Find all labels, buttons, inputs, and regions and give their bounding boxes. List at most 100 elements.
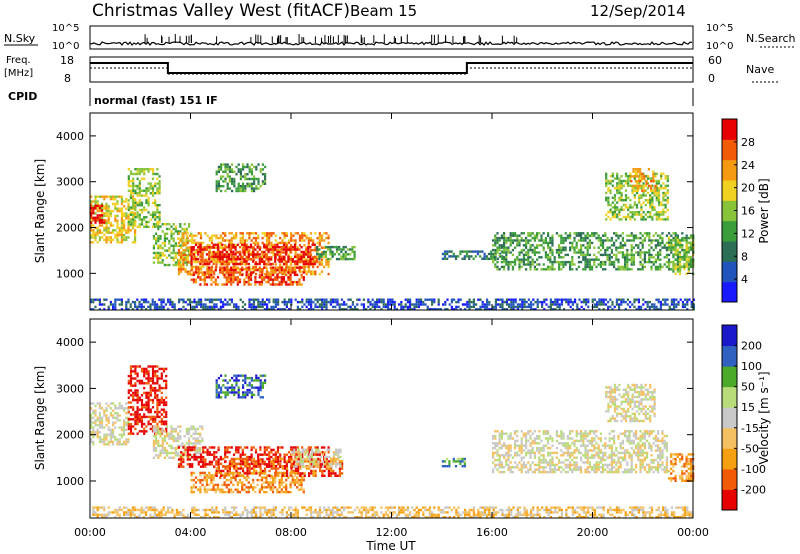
colorbar-swatch	[722, 366, 737, 388]
region-1	[90, 204, 106, 224]
colorbar-swatch	[722, 200, 737, 222]
colorbar-swatch	[722, 220, 737, 242]
power-y-axis: 4000 3000 2000 1000	[56, 130, 693, 280]
freq-tick-high: 18	[60, 54, 74, 67]
cpid-label: CPID	[8, 90, 37, 103]
freq-unit: [MHz]	[4, 68, 33, 79]
nsky-tick-high: 10^5	[52, 23, 79, 34]
region-6	[190, 266, 305, 286]
xtick-label: 00:00	[74, 526, 106, 539]
colorbar-tick-label: -100	[741, 463, 766, 476]
nsearch-label: N.Search	[746, 32, 796, 45]
beam-label: Beam 15	[350, 2, 417, 20]
region-6	[291, 448, 342, 468]
region-8	[441, 457, 466, 468]
nave-label: Nave	[746, 63, 774, 76]
power-panel-frame	[89, 112, 694, 311]
region-5	[190, 243, 319, 266]
colorbar-swatch	[722, 345, 737, 367]
nsky-label: N.Sky	[4, 32, 36, 45]
region-1	[127, 365, 168, 435]
colorbar-swatch	[722, 261, 737, 283]
nave-trace	[90, 67, 693, 75]
station-title: Christmas Valley West (fitACF)	[92, 1, 350, 21]
region-9	[492, 430, 668, 474]
region-11	[667, 453, 695, 482]
velocity-colorbar: 200 100 50 15 -15 -50 -100 -200	[721, 324, 766, 511]
colorbar-swatch	[722, 325, 737, 347]
region-14	[90, 298, 695, 311]
colorbar-tick-label: -200	[741, 483, 766, 496]
region-7	[215, 163, 267, 193]
region-10	[492, 232, 695, 271]
colorbar-swatch	[722, 139, 737, 161]
region-0	[90, 402, 130, 446]
nsky-tick-low: 10^0	[52, 41, 79, 52]
region-7	[215, 374, 267, 399]
colorbar-tick-label: 15	[741, 401, 755, 414]
xtick-label: 04:00	[175, 526, 207, 539]
colorbar-tick-label: 4	[741, 273, 748, 286]
colorbar-tick-label: 16	[741, 205, 755, 218]
colorbar-tick-label: 28	[741, 136, 755, 149]
colorbar-swatch	[722, 159, 737, 181]
region-12	[630, 168, 657, 192]
nave-tick-low: 0	[708, 72, 715, 85]
ytick-label: 4000	[56, 336, 84, 349]
colorbar-tick-label: -50	[741, 442, 759, 455]
region-2	[152, 425, 204, 459]
colorbar-tick-label: 24	[741, 159, 755, 172]
velocity-heatmap	[90, 365, 695, 519]
ytick-label: 3000	[56, 382, 84, 395]
ytick-label: 4000	[56, 130, 84, 143]
freq-panel-frame	[89, 56, 694, 83]
nsky-panel-frame	[89, 25, 694, 50]
colorbar-swatch	[722, 241, 737, 262]
freq-label: Freq.	[6, 55, 31, 66]
power-heatmap	[90, 163, 695, 311]
ytick-label: 2000	[56, 429, 84, 442]
xtick-label: 12:00	[376, 526, 408, 539]
ytick-label: 1000	[56, 267, 84, 280]
nsearch-tick-low: 10^0	[706, 41, 733, 52]
colorbar-swatch	[722, 119, 737, 140]
xtick-label: 16:00	[476, 526, 508, 539]
region-12	[92, 506, 693, 519]
region-8	[316, 245, 356, 261]
nsearch-tick-high: 10^5	[706, 23, 733, 34]
region-10	[605, 383, 656, 423]
time-x-axis: 00:00 04:00 08:00 12:00 16:00 20:00 00:00	[74, 113, 709, 539]
colorbar-tick-label: 50	[741, 381, 755, 394]
colorbar-swatch	[722, 448, 737, 470]
colorbar-swatch	[722, 281, 737, 303]
ytick-label: 2000	[56, 222, 84, 235]
nave-tick-high: 60	[708, 54, 722, 67]
date-label: 12/Sep/2014	[590, 2, 686, 20]
colorbar-swatch	[722, 407, 737, 429]
ytick-label: 3000	[56, 176, 84, 189]
colorbar-tick-label: -15	[741, 422, 759, 435]
region-11	[605, 172, 669, 221]
xtick-label: 20:00	[577, 526, 609, 539]
colorbar-swatch	[722, 427, 737, 449]
velocity-colorbar-label: Velocity [m s⁻¹]	[757, 371, 771, 464]
colorbar-tick-label: 200	[741, 340, 762, 353]
velocity-ylabel: Slant Range [km]	[33, 366, 47, 470]
velocity-y-axis: 4000 3000 2000 1000	[56, 336, 693, 488]
colorbar-swatch	[722, 386, 737, 408]
colorbar-tick-label: 12	[741, 227, 755, 240]
colorbar-swatch	[722, 180, 737, 201]
freq-trace	[90, 62, 693, 74]
power-colorbar-label: Power [dB]	[757, 178, 771, 243]
colorbar-swatch	[722, 489, 737, 511]
freq-tick-low: 8	[64, 72, 71, 85]
colorbar-tick-label: 20	[741, 182, 755, 195]
colorbar-tick-label: 8	[741, 250, 748, 263]
nsky-trace	[89, 34, 693, 46]
region-2	[127, 168, 161, 228]
velocity-panel-frame	[89, 318, 694, 519]
cpid-value: normal (fast) 151 IF	[94, 94, 218, 107]
time-xlabel: Time UT	[365, 539, 416, 553]
ytick-label: 1000	[56, 475, 84, 488]
